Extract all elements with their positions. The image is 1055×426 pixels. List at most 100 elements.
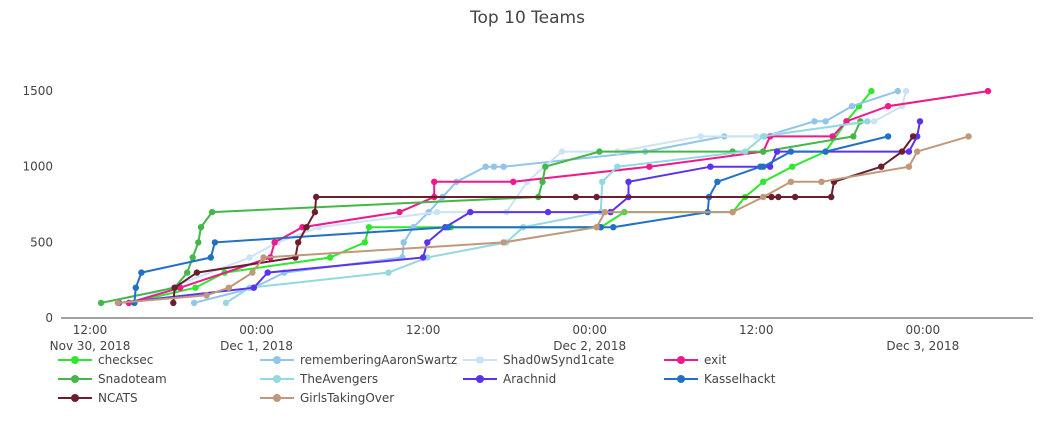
data-point[interactable] [295, 239, 302, 246]
data-point[interactable] [572, 193, 579, 201]
data-point[interactable] [250, 284, 257, 291]
data-point[interactable] [878, 163, 885, 170]
data-point[interactable] [264, 269, 271, 276]
data-point[interactable] [500, 239, 507, 246]
data-point[interactable] [361, 239, 368, 246]
data-point[interactable] [311, 208, 319, 216]
data-point[interactable] [249, 269, 256, 276]
legend-item-TheAvengers[interactable]: TheAvengers [260, 370, 378, 388]
legend-item-checksec[interactable]: checksec [58, 351, 153, 369]
data-point[interactable] [909, 133, 917, 140]
data-point[interactable] [365, 224, 373, 231]
legend-item-Shad0wSynd1cate[interactable]: Shad0wSynd1cate [463, 351, 614, 369]
data-point[interactable] [431, 178, 438, 185]
data-point[interactable] [864, 118, 871, 125]
data-point[interactable] [444, 224, 452, 231]
data-point[interactable] [593, 224, 600, 231]
data-point[interactable] [610, 224, 617, 231]
series-NCATS[interactable] [170, 133, 917, 307]
series-TheAvengers[interactable] [222, 118, 871, 307]
data-point[interactable] [500, 163, 507, 170]
data-point[interactable] [871, 118, 878, 125]
data-point[interactable] [697, 133, 704, 140]
data-point[interactable] [828, 193, 835, 201]
data-point[interactable] [905, 148, 913, 155]
data-point[interactable] [400, 239, 407, 246]
data-point[interactable] [714, 178, 721, 185]
series-GirlsTakingOver[interactable] [114, 133, 972, 307]
data-point[interactable] [811, 118, 818, 125]
data-point[interactable] [914, 148, 921, 155]
data-point[interactable] [916, 118, 924, 125]
data-point[interactable] [192, 284, 199, 291]
data-point[interactable] [884, 103, 892, 110]
data-point[interactable] [433, 208, 441, 216]
data-point[interactable] [132, 284, 139, 291]
data-point[interactable] [467, 208, 474, 216]
data-point[interactable] [614, 163, 621, 170]
data-point[interactable] [189, 254, 196, 261]
data-point[interactable] [558, 148, 566, 155]
data-point[interactable] [171, 284, 178, 291]
data-point[interactable] [114, 299, 122, 307]
data-point[interactable] [760, 163, 767, 170]
data-point[interactable] [599, 178, 606, 185]
legend-item-NCATS[interactable]: NCATS [58, 389, 138, 407]
data-point[interactable] [984, 87, 992, 95]
data-point[interactable] [482, 163, 489, 170]
data-point[interactable] [326, 254, 334, 261]
data-point[interactable] [193, 269, 201, 276]
data-point[interactable] [97, 299, 105, 307]
data-point[interactable] [760, 133, 767, 140]
data-point[interactable] [170, 299, 177, 307]
data-point[interactable] [760, 178, 767, 185]
data-point[interactable] [894, 87, 901, 95]
data-point[interactable] [965, 133, 972, 140]
data-point[interactable] [753, 133, 760, 140]
data-point[interactable] [625, 178, 632, 185]
data-point[interactable] [787, 178, 795, 185]
data-point[interactable] [768, 193, 775, 201]
data-point[interactable] [222, 299, 230, 307]
data-point[interactable] [544, 208, 552, 216]
data-point[interactable] [195, 239, 202, 246]
data-point[interactable] [385, 269, 392, 276]
data-point[interactable] [208, 208, 216, 216]
data-point[interactable] [207, 254, 214, 261]
data-point[interactable] [260, 254, 267, 261]
data-point[interactable] [601, 208, 609, 216]
data-point[interactable] [539, 178, 546, 185]
data-point[interactable] [822, 148, 829, 155]
data-point[interactable] [789, 163, 796, 170]
data-point[interactable] [197, 224, 205, 231]
data-point[interactable] [313, 193, 320, 201]
data-point[interactable] [203, 292, 210, 299]
series-Kasselhackt[interactable] [131, 133, 892, 307]
legend-item-Snadoteam[interactable]: Snadoteam [58, 370, 167, 388]
data-point[interactable] [868, 87, 875, 95]
data-point[interactable] [791, 193, 799, 201]
data-point[interactable] [848, 103, 856, 110]
data-point[interactable] [490, 163, 498, 170]
data-point[interactable] [850, 133, 857, 140]
data-point[interactable] [775, 193, 782, 201]
data-point[interactable] [542, 163, 549, 170]
data-point[interactable] [787, 148, 795, 155]
data-point[interactable] [760, 193, 767, 201]
data-point[interactable] [419, 254, 427, 261]
data-point[interactable] [424, 239, 431, 246]
data-point[interactable] [246, 254, 253, 261]
data-point[interactable] [760, 148, 767, 155]
legend-item-Arachnid[interactable]: Arachnid [463, 370, 556, 388]
data-point[interactable] [818, 178, 825, 185]
data-point[interactable] [596, 148, 603, 155]
series-exit[interactable] [125, 87, 992, 307]
data-point[interactable] [396, 208, 403, 216]
data-point[interactable] [773, 148, 781, 155]
data-point[interactable] [822, 118, 829, 125]
data-point[interactable] [741, 148, 749, 155]
legend-item-GirlsTakingOver[interactable]: GirlsTakingOver [260, 389, 394, 407]
data-point[interactable] [184, 269, 191, 276]
data-point[interactable] [190, 299, 198, 307]
